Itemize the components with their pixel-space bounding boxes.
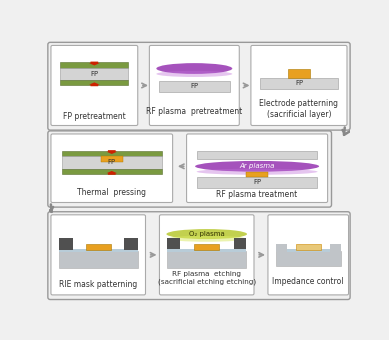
Bar — [296, 244, 321, 250]
Ellipse shape — [166, 229, 247, 239]
FancyArrowPatch shape — [45, 204, 53, 212]
Bar — [60, 68, 128, 80]
Text: FP: FP — [295, 80, 303, 86]
FancyBboxPatch shape — [251, 46, 347, 125]
FancyBboxPatch shape — [51, 134, 173, 203]
Bar — [288, 69, 310, 78]
Text: RF plasma treatment: RF plasma treatment — [216, 189, 298, 199]
FancyBboxPatch shape — [51, 215, 145, 295]
Bar — [59, 251, 138, 268]
Text: FP pretreatment: FP pretreatment — [63, 112, 126, 121]
Bar — [86, 244, 110, 250]
FancyArrow shape — [106, 171, 117, 175]
Text: FP: FP — [190, 83, 198, 89]
Bar — [234, 238, 246, 250]
Bar — [246, 172, 268, 177]
Bar — [59, 238, 73, 250]
Ellipse shape — [156, 71, 232, 77]
Bar — [62, 156, 162, 169]
Bar — [62, 151, 162, 156]
Ellipse shape — [197, 169, 317, 175]
Ellipse shape — [195, 161, 319, 172]
FancyBboxPatch shape — [268, 215, 349, 295]
Bar — [167, 238, 180, 250]
Text: Thermal  pressing: Thermal pressing — [77, 188, 146, 197]
FancyBboxPatch shape — [159, 215, 254, 295]
Bar — [260, 78, 338, 88]
Bar — [198, 177, 317, 188]
Text: FP: FP — [108, 159, 116, 166]
Bar — [330, 244, 341, 252]
FancyArrow shape — [89, 62, 100, 65]
Bar — [276, 251, 341, 267]
FancyArrow shape — [89, 82, 100, 86]
FancyBboxPatch shape — [48, 212, 350, 300]
Text: O₂ plasma: O₂ plasma — [189, 231, 224, 237]
Bar — [60, 62, 128, 68]
Bar — [276, 250, 341, 252]
Text: RF plasma  etching
(sacrificial etching etching): RF plasma etching (sacrificial etching e… — [158, 271, 256, 285]
FancyBboxPatch shape — [48, 131, 331, 207]
Text: RIE mask patterning: RIE mask patterning — [59, 279, 137, 289]
FancyBboxPatch shape — [51, 46, 138, 125]
Bar — [62, 169, 162, 174]
Bar — [194, 244, 219, 250]
Text: Ar plasma: Ar plasma — [239, 163, 275, 169]
FancyBboxPatch shape — [187, 134, 328, 203]
Bar — [101, 156, 123, 162]
FancyBboxPatch shape — [48, 42, 350, 130]
FancyArrowPatch shape — [343, 128, 350, 135]
Text: Electrode patterning
(sacrificial layer): Electrode patterning (sacrificial layer) — [259, 99, 338, 119]
Bar — [167, 250, 246, 252]
Bar — [198, 151, 317, 158]
Bar — [276, 244, 287, 252]
FancyBboxPatch shape — [149, 46, 239, 125]
Bar — [124, 238, 138, 250]
Ellipse shape — [156, 63, 232, 74]
Bar — [159, 81, 230, 91]
Text: Impedance control: Impedance control — [273, 277, 344, 286]
FancyArrow shape — [106, 150, 117, 154]
Bar — [59, 250, 138, 252]
Text: FP: FP — [253, 180, 261, 186]
Bar — [60, 80, 128, 85]
Bar — [167, 251, 246, 268]
Text: FP: FP — [90, 71, 98, 77]
Text: RF plasma  pretreatment: RF plasma pretreatment — [146, 107, 242, 116]
Ellipse shape — [168, 236, 245, 242]
